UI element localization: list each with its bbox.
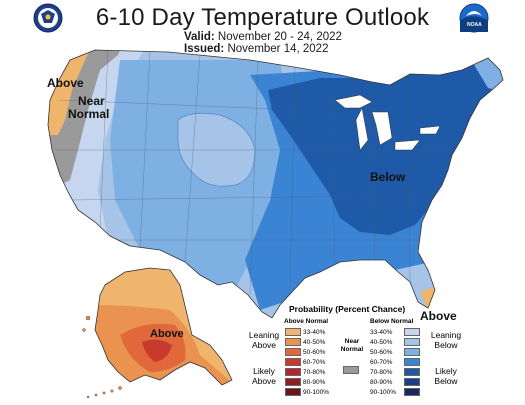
legend-above-range-label: 60-70% xyxy=(303,358,326,366)
legend-above-swatch xyxy=(285,348,301,356)
legend-above-swatch xyxy=(285,338,301,346)
legend-title: Probability (Percent Chance) xyxy=(289,304,406,314)
legend-leaning-above-line1: Leaning xyxy=(248,330,280,340)
legend-leaning-below-line1: Leaning xyxy=(430,330,462,340)
legend-near-header-line1: Near xyxy=(344,338,360,345)
legend-below-swatch xyxy=(404,328,420,336)
valid-value: November 20 - 24, 2022 xyxy=(217,31,342,43)
legend-near-header-line2: Normal xyxy=(340,346,364,353)
legend-below-range-label: 70-80% xyxy=(370,368,393,376)
legend-above-swatch xyxy=(285,358,301,366)
legend-likely-below-line1: Likely xyxy=(435,366,457,376)
legend-above-range-label: 33-40% xyxy=(303,328,326,336)
legend-likely-above-line1: Likely xyxy=(253,366,275,376)
map-label-above-alaska: Above xyxy=(150,328,184,340)
legend-below-range-label: 60-70% xyxy=(370,358,393,366)
state-lines xyxy=(55,50,460,296)
legend-above-header: Above Normal xyxy=(284,318,329,325)
legend-below-range-label: 90-100% xyxy=(370,388,397,396)
map-label-near-normal-line2: Normal xyxy=(68,107,110,121)
legend-above-range-label: 90-100% xyxy=(303,388,330,396)
valid-dates: Valid: November 20 - 24, 2022 xyxy=(184,31,342,43)
legend-above-range-label: 50-60% xyxy=(303,348,326,356)
issued-value: November 14, 2022 xyxy=(227,43,329,55)
legend-below-range-label: 50-60% xyxy=(370,348,393,356)
commerce-seal-logo xyxy=(33,3,63,33)
legend-likely-below-line2: Below xyxy=(434,376,458,386)
valid-label: Valid: xyxy=(184,31,215,43)
legend-above-range-label: 40-50% xyxy=(303,338,326,346)
issued-date: Issued: November 14, 2022 xyxy=(184,43,328,55)
noaa-logo xyxy=(459,3,489,33)
alaska-above-70 xyxy=(142,339,172,362)
aleutian-islands xyxy=(82,315,122,399)
page-title: 6-10 Day Temperature Outlook xyxy=(95,4,430,31)
conus-outline xyxy=(47,49,504,319)
legend-below-range-label: 33-40% xyxy=(370,328,393,336)
great-lakes xyxy=(334,94,441,151)
legend-below-swatch xyxy=(404,338,420,346)
legend-leaning-above-line2: Above xyxy=(251,340,277,350)
legend-likely-above-line2: Above xyxy=(251,376,277,386)
map-label-above-florida: Above xyxy=(420,309,457,323)
legend-near-normal-swatch xyxy=(343,366,359,374)
legend-above-swatch xyxy=(285,328,301,336)
legend-leaning-below-line2: Below xyxy=(434,340,458,350)
region-strong-below-east xyxy=(268,62,500,235)
legend-below-range-label: 40-50% xyxy=(370,338,393,346)
legend-below-swatch xyxy=(404,388,420,396)
legend-below-swatch xyxy=(404,348,420,356)
legend-below-swatch xyxy=(404,368,420,376)
map-label-above-west: Above xyxy=(47,76,84,90)
legend-below-swatch xyxy=(404,358,420,366)
legend-below-header: Below Normal xyxy=(370,318,414,325)
legend-above-range-label: 80-90% xyxy=(303,378,326,386)
legend-below-range-label: 80-90% xyxy=(370,378,393,386)
legend-above-swatch xyxy=(285,368,301,376)
legend-above-swatch xyxy=(285,388,301,396)
issued-label: Issued: xyxy=(184,43,225,55)
map-label-near-normal-line1: Near xyxy=(78,94,105,108)
map-label-below-east: Below xyxy=(370,170,406,184)
alaska-outline xyxy=(94,267,233,386)
legend-above-range-label: 70-80% xyxy=(303,368,326,376)
noaa-logo-text: NOAA xyxy=(467,22,482,28)
legend-below-swatch xyxy=(404,378,420,386)
legend-above-swatch xyxy=(285,378,301,386)
